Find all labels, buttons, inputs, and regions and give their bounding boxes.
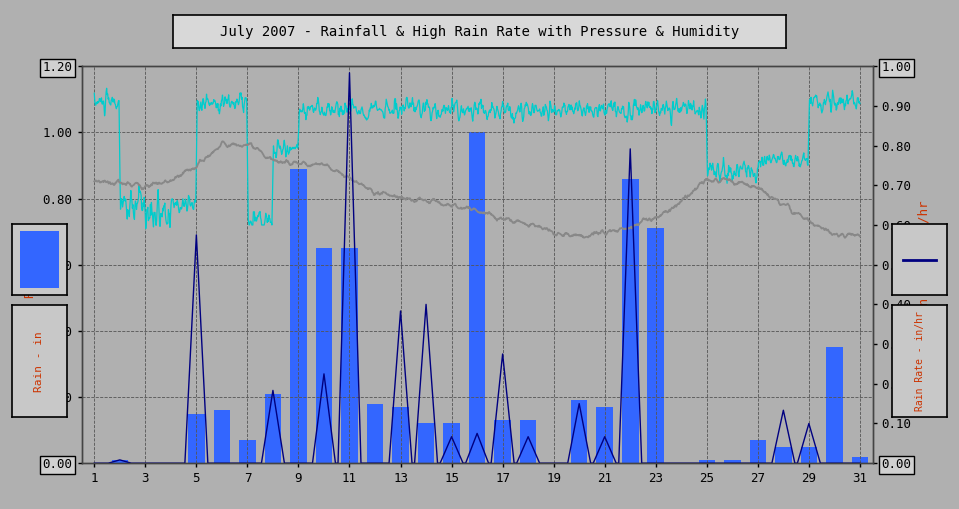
Bar [265, 394, 281, 463]
Bar [520, 420, 536, 463]
Bar [418, 423, 434, 463]
Bar [826, 348, 843, 463]
Bar [494, 420, 511, 463]
Bar [469, 132, 485, 463]
Bar [571, 401, 588, 463]
Bar [291, 169, 307, 463]
Bar [724, 460, 740, 463]
Bar [750, 440, 766, 463]
Bar [801, 447, 817, 463]
Y-axis label: Rain - in: Rain - in [24, 231, 37, 298]
Bar [698, 460, 715, 463]
Bar [596, 407, 613, 463]
Bar [214, 410, 230, 463]
Bar [316, 248, 332, 463]
Bar [239, 440, 256, 463]
Bar [443, 423, 460, 463]
Bar [392, 407, 409, 463]
Bar [20, 231, 58, 288]
Text: Rain Rate - in/hr: Rain Rate - in/hr [915, 312, 924, 411]
Bar [341, 248, 358, 463]
Bar [622, 179, 639, 463]
Text: July 2007 - Rainfall & High Rain Rate with Pressure & Humidity: July 2007 - Rainfall & High Rain Rate wi… [220, 25, 739, 39]
Bar [775, 447, 792, 463]
Bar [188, 413, 204, 463]
Y-axis label: Rain Rate - in/hr: Rain Rate - in/hr [917, 201, 930, 328]
Text: Rain - in: Rain - in [35, 331, 44, 392]
Bar [647, 229, 664, 463]
Bar [852, 457, 868, 463]
Bar [366, 404, 384, 463]
Bar [111, 460, 129, 463]
